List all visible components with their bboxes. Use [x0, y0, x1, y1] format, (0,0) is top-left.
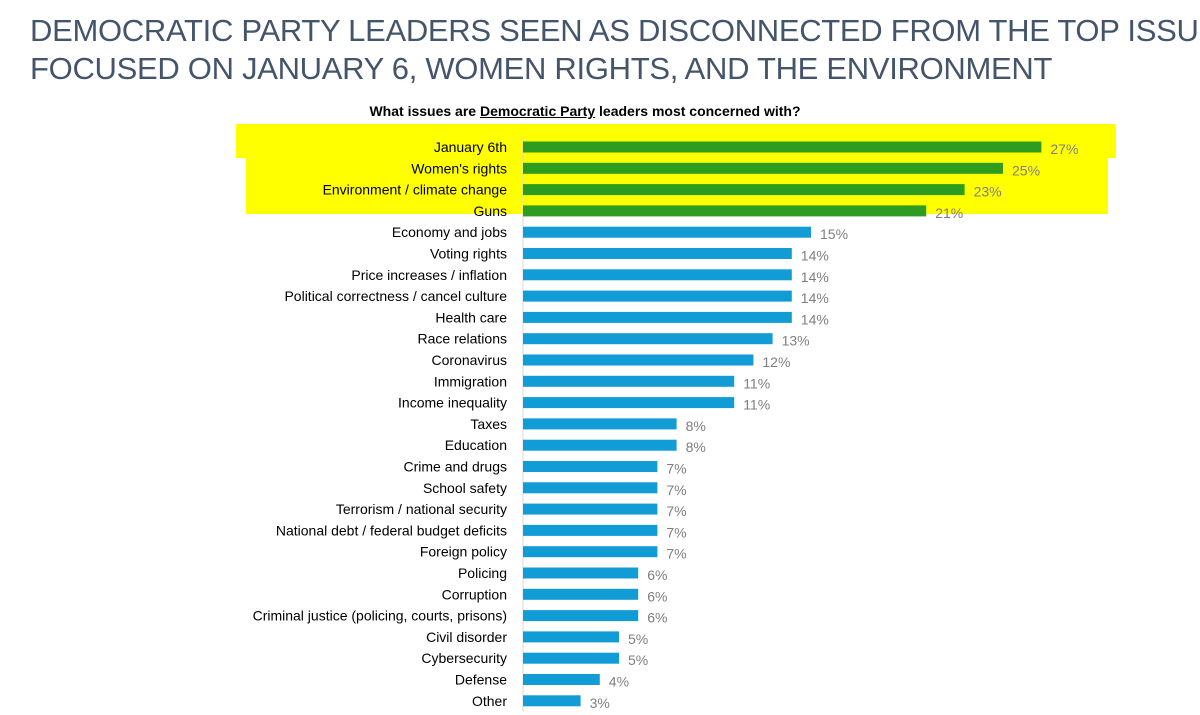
value-label: 14%	[801, 290, 829, 306]
value-label: 14%	[801, 269, 829, 285]
category-label: Policing	[458, 565, 507, 581]
category-label: Voting rights	[430, 246, 507, 262]
category-label: Guns	[474, 203, 507, 219]
category-label: Civil disorder	[426, 629, 507, 645]
chart-title-post: leaders most concerned with?	[595, 103, 801, 119]
category-label: School safety	[423, 480, 507, 496]
value-label: 7%	[666, 524, 686, 540]
value-label: 15%	[820, 226, 848, 242]
category-label: Women's rights	[411, 160, 507, 176]
category-label: Corruption	[442, 586, 507, 602]
value-label: 11%	[743, 375, 770, 391]
bar	[523, 631, 619, 643]
bar	[523, 461, 658, 472]
value-label: 8%	[686, 439, 706, 455]
bar	[523, 248, 792, 259]
value-label: 23%	[974, 184, 1002, 200]
category-label: Income inequality	[398, 395, 507, 411]
value-label: 6%	[647, 588, 667, 604]
category-label: Price increases / inflation	[351, 267, 507, 283]
value-label: 27%	[1050, 141, 1078, 157]
value-label: 12%	[762, 354, 790, 370]
bar	[523, 162, 1003, 174]
headline: DEMOCRATIC PARTY LEADERS SEEN AS DISCONN…	[30, 12, 1200, 88]
category-label: Race relations	[418, 331, 508, 347]
bar	[523, 354, 754, 366]
headline-line-2: FOCUSED ON JANUARY 6, WOMEN RIGHTS, AND …	[30, 51, 1053, 86]
bar	[523, 610, 639, 622]
value-label: 8%	[686, 418, 706, 434]
bar	[523, 652, 619, 664]
value-label: 14%	[801, 311, 829, 327]
bar	[523, 226, 811, 238]
bar	[523, 503, 658, 515]
category-label: Other	[472, 693, 507, 709]
category-label: Political correctness / cancel culture	[284, 288, 507, 304]
bar	[523, 205, 927, 217]
bar	[523, 269, 792, 281]
value-label: 7%	[666, 503, 686, 519]
bar	[523, 311, 792, 323]
value-label: 7%	[666, 546, 686, 562]
category-label: Health care	[435, 309, 507, 325]
value-label: 7%	[666, 482, 686, 498]
value-label: 13%	[782, 333, 810, 349]
headline-line-1: DEMOCRATIC PARTY LEADERS SEEN AS DISCONN…	[30, 13, 1200, 48]
category-label: Foreign policy	[420, 544, 507, 560]
value-label: 14%	[801, 248, 829, 264]
value-label: 7%	[666, 461, 686, 477]
bar	[523, 695, 581, 707]
category-label: Terrorism / national security	[336, 501, 507, 517]
bar	[523, 546, 658, 558]
value-label: 6%	[647, 567, 667, 583]
category-label: Defense	[455, 672, 507, 688]
chart-title-pre: What issues are	[369, 103, 480, 119]
bar	[523, 375, 735, 387]
category-label: Cybersecurity	[421, 650, 507, 666]
bar	[523, 290, 792, 302]
value-label: 3%	[590, 695, 610, 711]
chart-title: What issues are Democratic Party leaders…	[0, 103, 1170, 119]
category-label: Taxes	[470, 416, 507, 432]
bar	[523, 524, 658, 536]
value-label: 5%	[628, 652, 648, 668]
bar	[523, 141, 1042, 153]
category-label: January 6th	[434, 139, 507, 155]
bar	[523, 588, 639, 600]
bar	[523, 567, 639, 579]
category-label: Economy and jobs	[392, 224, 507, 240]
category-label: Immigration	[434, 373, 507, 389]
bar	[523, 418, 677, 430]
bar	[523, 184, 965, 196]
chart-title-underlined: Democratic Party	[479, 103, 596, 119]
value-label: 5%	[628, 631, 648, 647]
category-label: Criminal justice (policing, courts, pris…	[253, 608, 507, 624]
category-label: Coronavirus	[432, 352, 507, 368]
category-label: Crime and drugs	[404, 459, 508, 475]
value-label: 6%	[647, 610, 667, 626]
bar	[523, 482, 658, 494]
bar	[523, 674, 600, 685]
bar	[523, 397, 735, 409]
bar	[523, 333, 773, 345]
value-label: 25%	[1012, 162, 1040, 178]
value-label: 4%	[609, 674, 629, 690]
value-label: 21%	[935, 205, 963, 221]
bar	[523, 439, 677, 451]
category-label: National debt / federal budget deficits	[276, 522, 507, 538]
value-label: 11%	[743, 397, 770, 413]
category-label: Environment / climate change	[323, 182, 508, 198]
category-label: Education	[445, 437, 507, 453]
